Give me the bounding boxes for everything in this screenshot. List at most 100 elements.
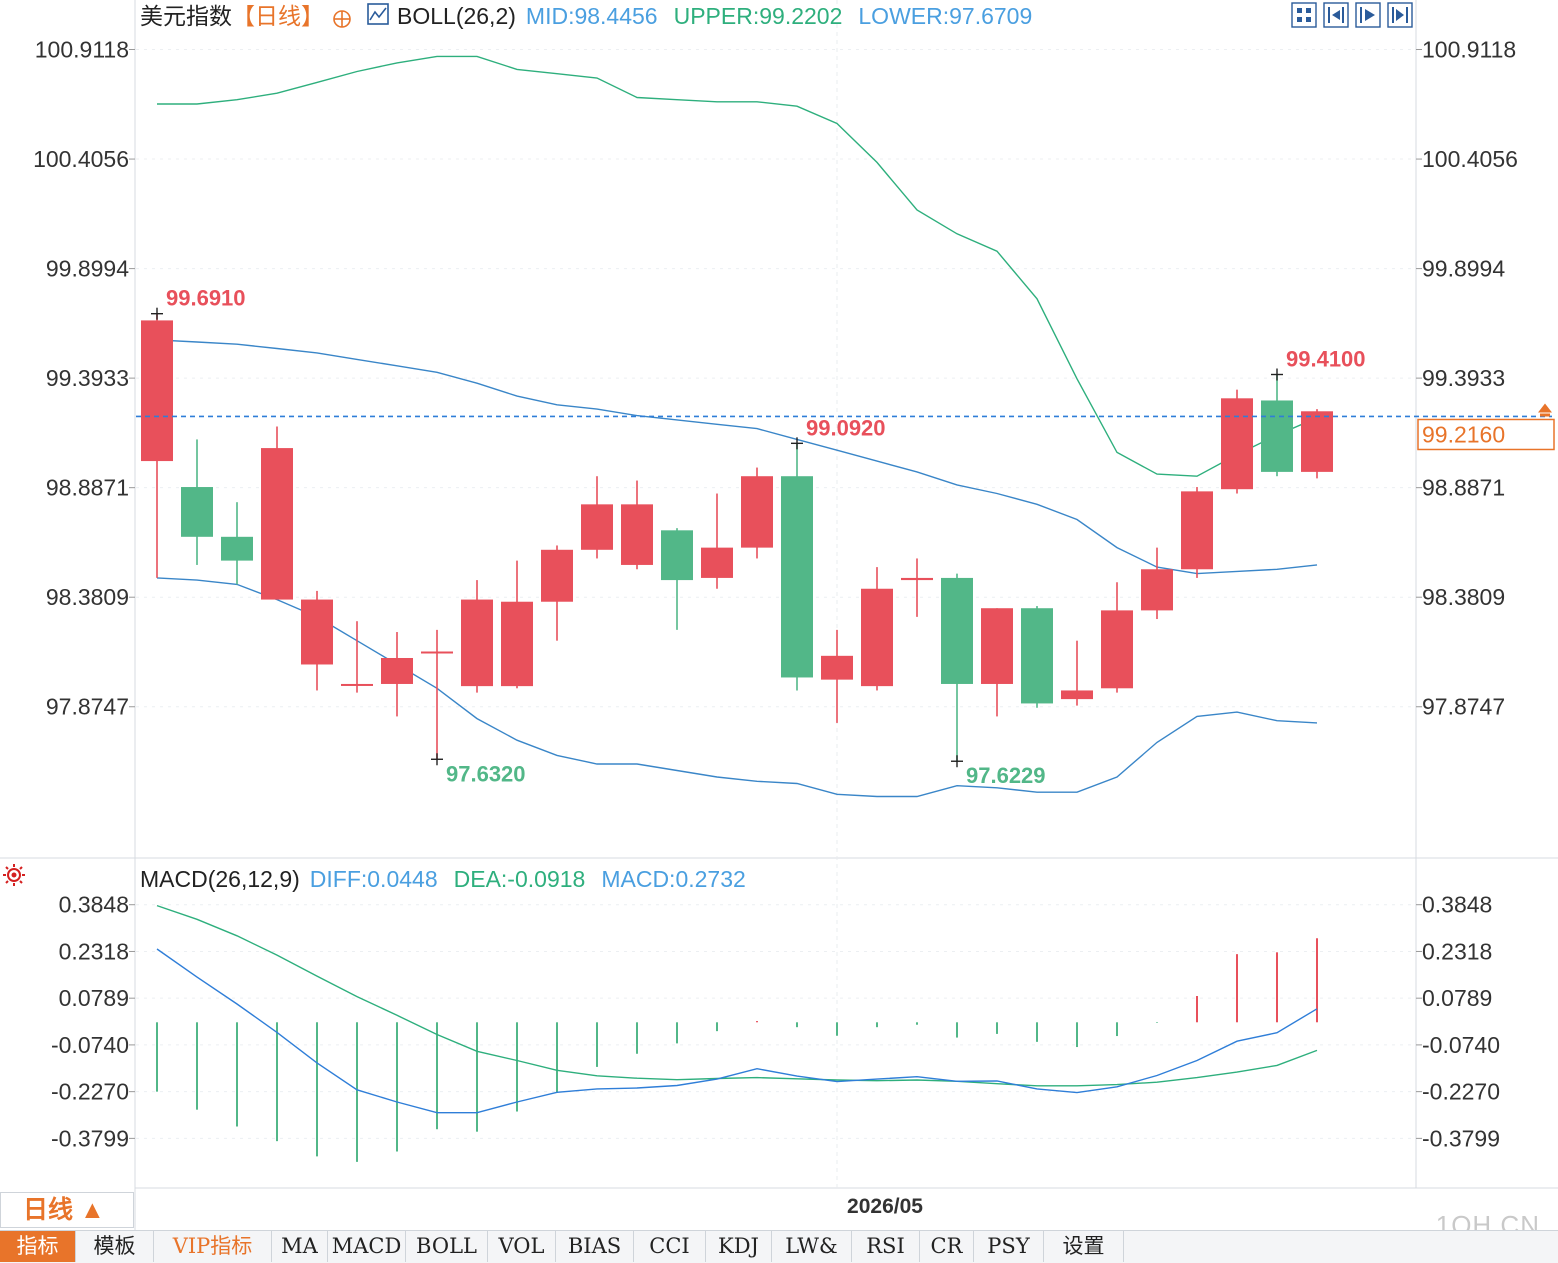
tab-boll[interactable]: BOLL: [406, 1231, 488, 1262]
candles: [141, 313, 1333, 762]
macd-tick-label: -0.3799: [51, 1125, 129, 1151]
candle-down: [221, 502, 253, 585]
macd-tick-label-right: 0.0789: [1422, 985, 1492, 1011]
candle-up: [141, 313, 173, 578]
boll-indicator-icon[interactable]: [367, 3, 389, 25]
tab-lw[interactable]: LW&: [772, 1231, 852, 1262]
candle-body: [1141, 569, 1173, 611]
step-forward-icon[interactable]: [1355, 2, 1381, 28]
candle-up: [301, 590, 333, 691]
boll-lower-line: [156, 577, 1318, 798]
boll-header: BOLL(26,2) MID:98.4456 UPPER:99.2202 LOWER:…: [397, 3, 1032, 29]
macd-diff: DIFF:0.0448: [310, 866, 438, 892]
candle-body: [181, 487, 213, 537]
candle-up: [1061, 640, 1093, 706]
tab-settings[interactable]: 设置: [1044, 1231, 1124, 1262]
period-selector-button[interactable]: 日线 ▲: [0, 1192, 134, 1228]
boll-mid: MID:98.4456: [526, 3, 658, 29]
tab-cr[interactable]: CR: [920, 1231, 974, 1262]
candle-up: [701, 493, 733, 589]
tab-templates[interactable]: 模板: [76, 1231, 154, 1262]
tab-psy[interactable]: PSY: [974, 1231, 1044, 1262]
macd-dea-line: [156, 904, 1318, 1087]
macd-tick-label-right: -0.3799: [1422, 1125, 1500, 1151]
macd-dea: DEA:-0.0918: [454, 866, 586, 892]
tab-ma[interactable]: MA: [272, 1231, 328, 1262]
current-price-arrow-icon: [1538, 403, 1552, 417]
low-marker: 97.6320: [431, 753, 526, 786]
macd-header-text: MACD(26,12,9) DIFF:0.0448 DEA:-0.0918 MACD:…: [140, 866, 746, 892]
candle-up: [501, 560, 533, 689]
macd-diff-line: [156, 948, 1318, 1114]
price-tick-label: 100.9118: [35, 37, 129, 63]
macd-pane: [156, 904, 1318, 1162]
low-price-label: 97.6320: [446, 761, 526, 786]
macd-tick-label: 0.2318: [59, 938, 129, 964]
candle-body: [341, 683, 373, 686]
candle-up: [861, 567, 893, 691]
low-price-label: 97.6229: [966, 763, 1046, 788]
x-axis-label: 2026/05: [847, 1195, 923, 1218]
candle-body: [941, 577, 973, 684]
tab-kdj[interactable]: KDJ: [706, 1231, 772, 1262]
tab-rsi[interactable]: RSI: [852, 1231, 920, 1262]
candle-body: [901, 577, 933, 581]
candle-up: [1101, 582, 1133, 693]
candle-body: [461, 599, 493, 687]
settings-toggle-icon[interactable]: [333, 10, 351, 28]
candle-up: [461, 580, 493, 693]
candle-body: [1101, 610, 1133, 689]
candle-down: [1261, 374, 1293, 477]
tab-vip-indicators[interactable]: VIP指标: [154, 1231, 272, 1262]
candle-body: [501, 601, 533, 687]
candle-body: [621, 504, 653, 565]
chart-title: 美元指数【日线】: [140, 3, 324, 29]
jump-to-end-icon[interactable]: [1387, 2, 1413, 28]
macd-settings-icon[interactable]: [3, 864, 25, 886]
tab-vol[interactable]: VOL: [488, 1231, 556, 1262]
candle-body: [861, 588, 893, 687]
price-tick-label-right: 99.8994: [1422, 256, 1505, 282]
boll-bands: [156, 55, 1318, 798]
candle-body: [1221, 398, 1253, 490]
tab-indicators[interactable]: 指标: [0, 1231, 76, 1262]
axis-ticks: 100.9118 100.9118 100.4056 100.4056 99.8994 9…: [33, 37, 1518, 1152]
candle-up: [981, 608, 1013, 717]
instrument-name: 美元指数: [140, 3, 232, 29]
tab-bias[interactable]: BIAS: [556, 1231, 634, 1262]
candle-down: [941, 573, 973, 762]
boll-mid-line: [156, 339, 1318, 575]
price-tick-label-right: 99.3933: [1422, 365, 1505, 391]
high-price-label: 99.6910: [166, 286, 246, 311]
high-marker: 99.0920: [791, 415, 886, 450]
tab-macd[interactable]: MACD: [328, 1231, 406, 1262]
candle-body: [1261, 400, 1293, 472]
chart-canvas: 100.9118 100.9118 100.4056 100.4056 99.8994 9…: [0, 0, 1558, 1230]
candle-body: [1181, 491, 1213, 570]
candle-down: [1021, 606, 1053, 708]
macd-tick-label: -0.2270: [51, 1079, 129, 1105]
chart-toolbar: [1291, 2, 1413, 28]
price-tick-label-right: 98.3809: [1422, 584, 1505, 610]
boll-label: BOLL(26,2): [397, 3, 516, 29]
high-price-label: 99.0920: [806, 415, 886, 440]
high-marker: 99.6910: [151, 286, 246, 320]
macd-tick-label-right: 0.2318: [1422, 938, 1492, 964]
candle-up: [821, 629, 853, 723]
price-tick-label-right: 100.9118: [1422, 37, 1516, 63]
candle-body: [221, 536, 253, 561]
candle-body: [581, 504, 613, 550]
macd-tick-label: 0.3848: [59, 892, 129, 918]
tab-cci[interactable]: CCI: [634, 1231, 706, 1262]
price-tick-label: 99.3933: [46, 365, 129, 391]
candle-up: [581, 476, 613, 559]
candle-body: [701, 547, 733, 578]
boll-lower: LOWER:97.6709: [858, 3, 1032, 29]
high-marker: 99.4100: [1271, 347, 1366, 381]
price-tick-label-right: 100.4056: [1422, 146, 1518, 172]
zoom-in-icon[interactable]: [1323, 2, 1349, 28]
zoom-fit-icon[interactable]: [1291, 2, 1317, 28]
current-price-label: 99.2160: [1422, 421, 1505, 447]
candle-up: [261, 426, 293, 600]
price-tick-label: 98.3809: [46, 584, 129, 610]
